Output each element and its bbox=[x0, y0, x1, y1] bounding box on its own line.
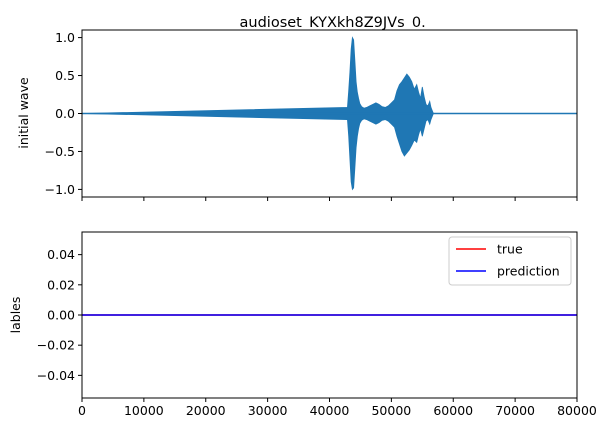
x-tick-label: 60000 bbox=[433, 403, 473, 418]
plot-frame bbox=[81, 29, 578, 198]
y-tick-label: 0.5 bbox=[55, 68, 75, 83]
y-axis-label: initial wave bbox=[16, 77, 31, 149]
x-tick-label: 50000 bbox=[371, 403, 411, 418]
y-tick-label: 1.0 bbox=[55, 30, 75, 45]
y-tick-label: −0.04 bbox=[37, 368, 75, 383]
y-tick-label: 0.0 bbox=[55, 106, 75, 121]
x-axis-ticks bbox=[81, 197, 578, 201]
x-axis-ticks: 0 10000 20000 30000 40000 50000 60000 70000 8000… bbox=[78, 398, 597, 418]
chart-title: _audioset_KYXkh8Z9JVs_0. bbox=[231, 15, 425, 31]
y-axis-ticks: −0.04 −0.02 0.00 0.02 0.04 bbox=[37, 247, 82, 383]
legend-label-true: true bbox=[497, 242, 523, 257]
x-tick-label: 30000 bbox=[248, 403, 288, 418]
x-tick-label: 10000 bbox=[124, 403, 164, 418]
y-axis-label: lables bbox=[8, 297, 23, 334]
y-tick-label: 0.00 bbox=[47, 308, 75, 323]
x-tick-label: 70000 bbox=[495, 403, 535, 418]
y-axis-ticks: −1.0 −0.5 0.0 0.5 1.0 bbox=[45, 30, 82, 197]
y-tick-label: 0.02 bbox=[47, 277, 75, 292]
x-tick-label: 20000 bbox=[186, 403, 226, 418]
y-tick-label: 0.04 bbox=[47, 247, 75, 262]
x-tick-label: 80000 bbox=[557, 403, 597, 418]
labels-panel: lables 0 10000 20000 30000 40000 50000 60000 70… bbox=[8, 231, 597, 418]
x-tick-label: 40000 bbox=[310, 403, 350, 418]
x-tick-label: 0 bbox=[78, 403, 86, 418]
y-tick-label: −1.0 bbox=[45, 182, 75, 197]
legend-label-prediction: prediction bbox=[497, 264, 560, 279]
plot-frame bbox=[81, 231, 578, 399]
y-tick-label: −0.5 bbox=[45, 144, 75, 159]
waveform-series bbox=[81, 36, 577, 191]
legend: true prediction bbox=[448, 236, 572, 286]
y-tick-label: −0.02 bbox=[37, 338, 75, 353]
waveform-panel: _audioset_KYXkh8Z9JVs_0. initial wave −1… bbox=[16, 15, 578, 201]
